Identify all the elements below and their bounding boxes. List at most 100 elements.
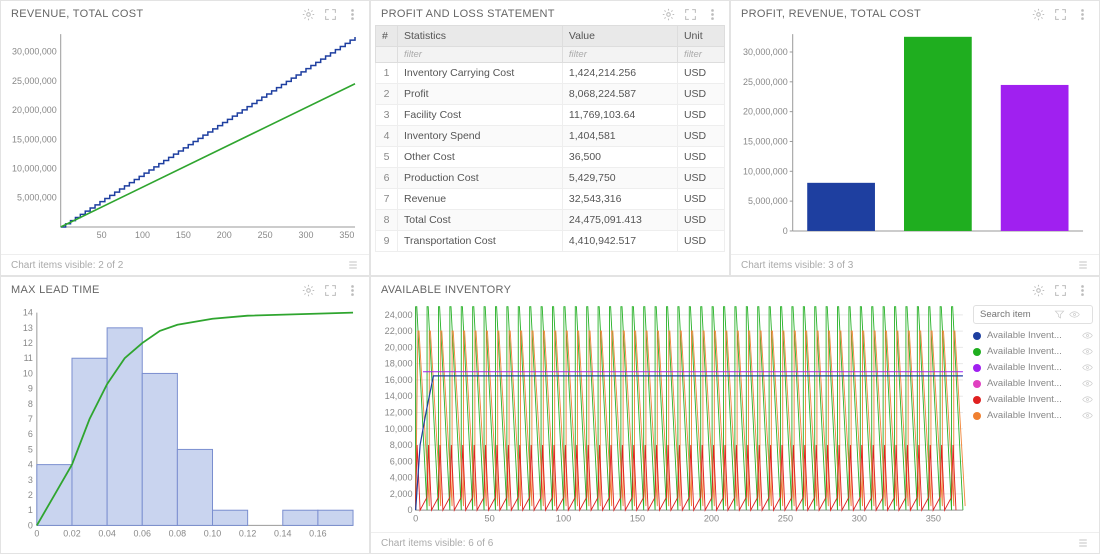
legend-label: Available Invent... (987, 378, 1076, 389)
gear-icon[interactable] (1031, 7, 1045, 21)
filter-cell[interactable] (376, 47, 398, 63)
legend-label: Available Invent... (987, 394, 1076, 405)
eye-icon[interactable] (1082, 410, 1093, 421)
table-row[interactable]: 5Other Cost36,500USD (376, 147, 725, 168)
revenue-cost-line-chart: 5,000,00010,000,00015,000,00020,000,0002… (11, 25, 359, 248)
svg-text:2: 2 (28, 490, 33, 500)
expand-icon[interactable] (1053, 283, 1067, 297)
expand-icon[interactable] (323, 7, 337, 21)
svg-text:100: 100 (135, 230, 150, 240)
table-row[interactable]: 3Facility Cost11,769,103.64USD (376, 105, 725, 126)
svg-text:3: 3 (28, 475, 33, 485)
funnel-icon[interactable] (1054, 309, 1065, 320)
expand-icon[interactable] (1053, 7, 1067, 21)
svg-text:0: 0 (28, 520, 33, 530)
legend-swatch (973, 332, 981, 340)
svg-text:10: 10 (23, 368, 33, 378)
eye-icon[interactable] (1082, 378, 1093, 389)
list-icon[interactable] (1077, 259, 1089, 271)
svg-text:200: 200 (704, 513, 719, 523)
svg-text:5: 5 (28, 444, 33, 454)
table-row[interactable]: 4Inventory Spend1,404,581USD (376, 126, 725, 147)
col-header[interactable]: Statistics (398, 26, 563, 47)
max-lead-time-histogram: 012345678910111213140.020.040.060.080.10… (11, 301, 359, 547)
svg-text:4: 4 (28, 460, 33, 470)
svg-text:250: 250 (778, 513, 793, 523)
filter-cell[interactable]: filter (398, 47, 563, 63)
legend-search[interactable] (973, 305, 1093, 324)
more-icon[interactable] (705, 7, 719, 21)
svg-text:0.02: 0.02 (63, 528, 80, 538)
panel-profit-revenue-totalcost: PROFIT, REVENUE, TOTAL COST 05,000,00010… (730, 0, 1100, 276)
svg-text:10,000: 10,000 (385, 424, 413, 434)
gear-icon[interactable] (301, 283, 315, 297)
eye-icon[interactable] (1082, 362, 1093, 373)
col-header[interactable]: Unit (677, 26, 724, 47)
legend-item[interactable]: Available Invent... (973, 394, 1093, 405)
legend-item[interactable]: Available Invent... (973, 378, 1093, 389)
footer-text: Chart items visible: 3 of 3 (741, 260, 853, 271)
svg-text:0: 0 (413, 513, 418, 523)
eye-icon[interactable] (1082, 394, 1093, 405)
legend-item[interactable]: Available Invent... (973, 410, 1093, 421)
legend-search-input[interactable] (980, 309, 1050, 320)
eye-icon[interactable] (1082, 330, 1093, 341)
legend-item[interactable]: Available Invent... (973, 346, 1093, 357)
svg-text:9: 9 (28, 384, 33, 394)
svg-text:10,000,000: 10,000,000 (743, 166, 788, 176)
filter-cell[interactable]: filter (677, 47, 724, 63)
expand-icon[interactable] (683, 7, 697, 21)
svg-text:30,000,000: 30,000,000 (12, 47, 57, 57)
svg-text:16,000: 16,000 (385, 375, 413, 385)
svg-text:14,000: 14,000 (385, 391, 413, 401)
svg-text:0: 0 (34, 528, 39, 538)
svg-text:300: 300 (299, 230, 314, 240)
table-row[interactable]: 6Production Cost5,429,750USD (376, 168, 725, 189)
legend-item[interactable]: Available Invent... (973, 362, 1093, 373)
svg-text:13: 13 (23, 323, 33, 333)
svg-text:5,000,000: 5,000,000 (748, 196, 788, 206)
panel-pl-statement: PROFIT AND LOSS STATEMENT #StatisticsVal… (370, 0, 730, 276)
table-row[interactable]: 1Inventory Carrying Cost1,424,214.256USD (376, 63, 725, 84)
svg-text:50: 50 (485, 513, 495, 523)
eye-icon[interactable] (1082, 346, 1093, 357)
pl-table: #StatisticsValueUnit filterfilterfilter … (375, 25, 725, 252)
panel-revenue-totalcost: REVENUE, TOTAL COST 5,000,00010,000,0001… (0, 0, 370, 276)
more-icon[interactable] (1075, 7, 1089, 21)
col-header[interactable]: Value (562, 26, 677, 47)
svg-text:1: 1 (28, 505, 33, 515)
table-row[interactable]: 8Total Cost24,475,091.413USD (376, 210, 725, 231)
svg-text:20,000,000: 20,000,000 (743, 107, 788, 117)
more-icon[interactable] (345, 283, 359, 297)
table-row[interactable]: 9Transportation Cost4,410,942.517USD (376, 231, 725, 252)
table-row[interactable]: 2Profit8,068,224.587USD (376, 84, 725, 105)
panel-available-inventory: AVAILABLE INVENTORY 02,0004,0006,0008,00… (370, 276, 1100, 554)
svg-text:14: 14 (23, 308, 33, 318)
svg-text:22,000: 22,000 (385, 326, 413, 336)
panel-title: REVENUE, TOTAL COST (11, 8, 293, 20)
svg-text:150: 150 (176, 230, 191, 240)
list-icon[interactable] (347, 259, 359, 271)
more-icon[interactable] (1075, 283, 1089, 297)
list-icon[interactable] (1077, 537, 1089, 549)
footer-text: Chart items visible: 2 of 2 (11, 260, 123, 271)
svg-text:4,000: 4,000 (390, 473, 413, 483)
gear-icon[interactable] (1031, 283, 1045, 297)
svg-text:0.16: 0.16 (309, 528, 326, 538)
table-row[interactable]: 7Revenue32,543,316USD (376, 189, 725, 210)
gear-icon[interactable] (301, 7, 315, 21)
svg-text:0: 0 (408, 505, 413, 515)
panel-title: PROFIT, REVENUE, TOTAL COST (741, 8, 1023, 20)
svg-text:5,000,000: 5,000,000 (17, 193, 57, 203)
svg-text:8: 8 (28, 399, 33, 409)
filter-cell[interactable]: filter (562, 47, 677, 63)
svg-text:15,000,000: 15,000,000 (12, 134, 57, 144)
gear-icon[interactable] (661, 7, 675, 21)
more-icon[interactable] (345, 7, 359, 21)
col-header[interactable]: # (376, 26, 398, 47)
legend-item[interactable]: Available Invent... (973, 330, 1093, 341)
svg-text:0.12: 0.12 (239, 528, 256, 538)
panel-title: AVAILABLE INVENTORY (381, 284, 1023, 296)
eye-icon[interactable] (1069, 309, 1080, 320)
expand-icon[interactable] (323, 283, 337, 297)
